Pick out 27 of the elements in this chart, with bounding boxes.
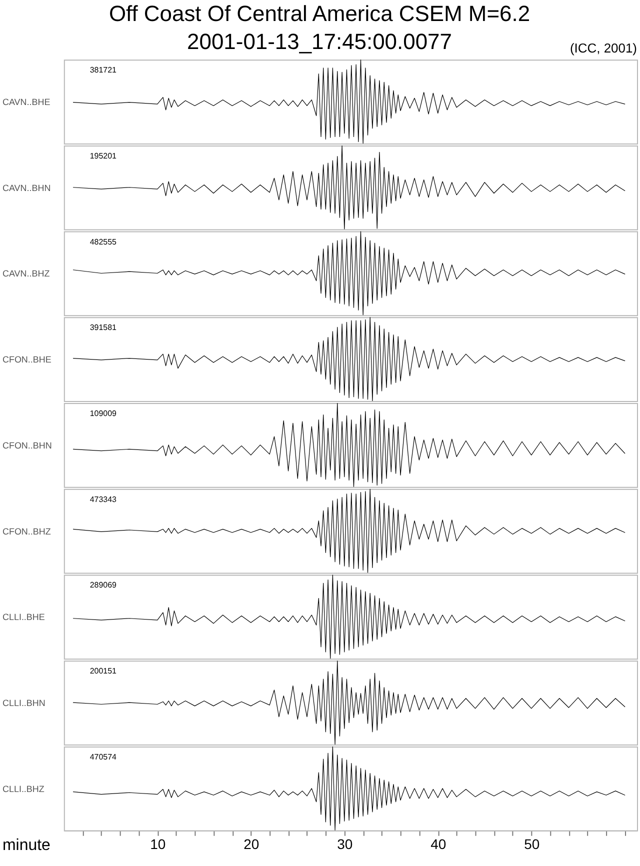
annotation: 482555	[90, 237, 118, 246]
y-axis-title: CAVN..BHN	[2, 182, 51, 193]
y-axis-title: CAVN..BHZ	[2, 268, 50, 279]
annotation: 473343	[90, 494, 118, 504]
y-axis-title: CAVN..BHE	[2, 97, 50, 108]
y-axis-title: CFON..BHE	[2, 354, 52, 365]
y-axis-title: CLLI..BHZ	[2, 784, 45, 794]
x-tick-label: 10	[150, 836, 166, 852]
annotation: 195201	[90, 151, 118, 160]
chart-title: Off Coast Of Central America CSEM M=6.2	[108, 1, 530, 26]
annotation: 200151	[90, 666, 118, 676]
y-axis-title: CFON..BHZ	[2, 526, 52, 536]
annotation: 381721	[90, 66, 118, 75]
x-tick-label: 50	[524, 836, 540, 852]
y-axis-title: CFON..BHN	[2, 440, 52, 450]
annotation: 289069	[90, 580, 118, 590]
text: (ICC, 2001)	[570, 40, 638, 56]
x-tick-label: 40	[430, 836, 446, 852]
x-axis-title: minute	[2, 836, 51, 854]
x-tick-label: 20	[244, 836, 260, 852]
chart-subtitle: 2001-01-13_17:45:00.0077	[187, 29, 452, 54]
x-tick-label: 30	[337, 836, 353, 852]
annotation: 470574	[90, 752, 118, 762]
annotation: 109009	[90, 409, 118, 418]
y-axis-title: CLLI..BHN	[2, 698, 46, 708]
y-axis-title: CLLI..BHE	[2, 612, 45, 622]
annotation: 391581	[90, 323, 118, 332]
